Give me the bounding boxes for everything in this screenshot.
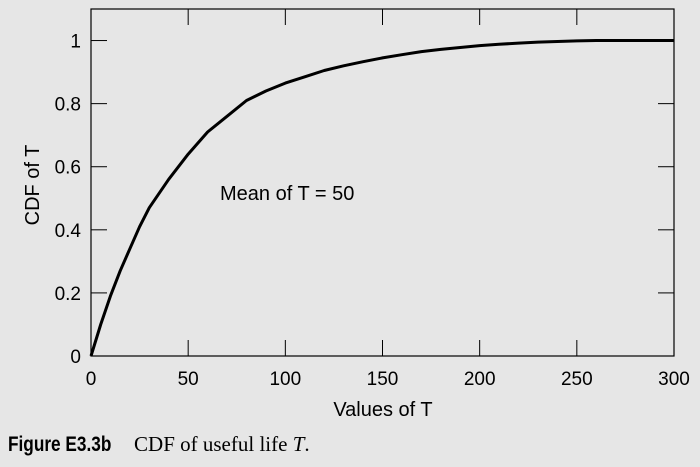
x-tick-labels: 0 50 100 150 200 250 300 [86,369,690,390]
x-tick-label-0: 0 [86,369,97,390]
y-axis-title: CDF of T [22,145,44,226]
x-tick-label-4: 200 [464,369,496,390]
y-tick-label-5: 1 [70,32,81,53]
x-tick-label-3: 150 [367,369,399,390]
y-tick-label-4: 0.8 [55,95,81,116]
caption-text-before: CDF of useful life [134,432,293,456]
plot-area [90,8,675,357]
y-tick-labels: 0 0.2 0.4 0.6 0.8 1 [55,32,82,368]
figure-caption-text: CDF of useful life T. [134,432,310,456]
x-tick-label-5: 250 [561,369,593,390]
axis-ticks [90,9,675,357]
x-tick-label-6: 300 [658,369,690,390]
cdf-series-line [89,39,674,357]
y-tick-label-1: 0.2 [55,284,81,305]
y-tick-label-2: 0.4 [55,221,82,242]
x-tick-label-1: 50 [178,369,199,390]
figure-caption-label: Figure E3.3b [8,433,112,456]
caption-variable: T [292,432,305,456]
caption-text-after: . [304,432,310,456]
mean-annotation: Mean of T = 50 [220,183,354,205]
y-tick-label-3: 0.6 [55,158,81,179]
x-tick-label-2: 100 [269,369,301,390]
x-axis-title: Values of T [333,399,432,421]
y-tick-label-0: 0 [70,347,81,368]
figure-caption: Figure E3.3b CDF of useful life T. [8,432,310,457]
